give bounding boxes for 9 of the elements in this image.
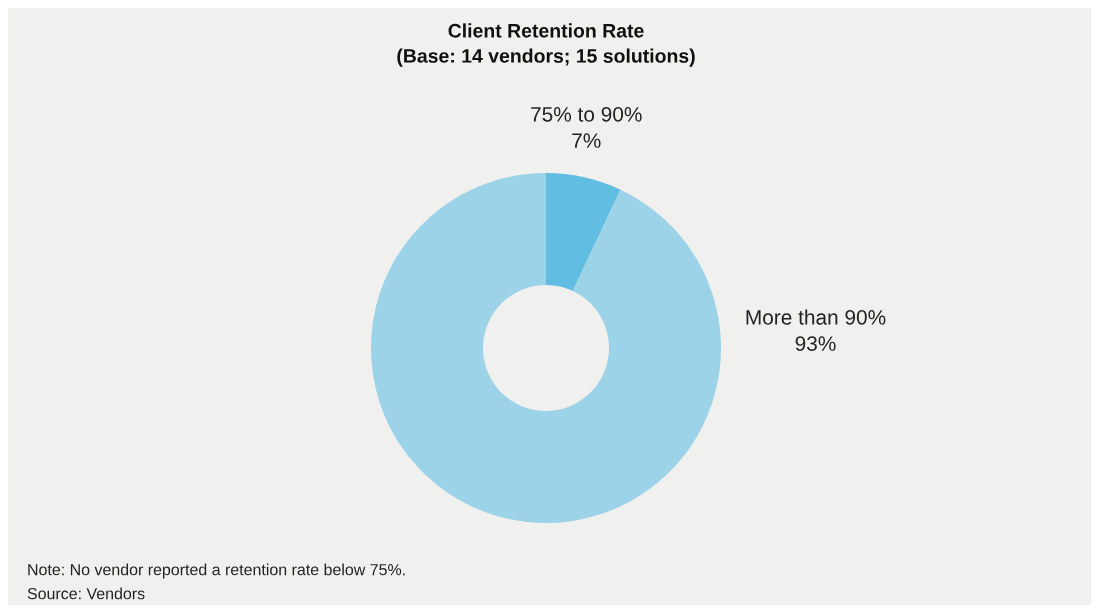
slice-label: More than 90% (746, 309, 886, 325)
text: Note: No vendor reported a retention rate below 75%. (28, 563, 405, 579)
donut-slice (371, 173, 721, 523)
source-note: Source: Vendors (27, 587, 145, 600)
data-label: 7% (572, 133, 601, 148)
slice-label: 75% to 90% (531, 106, 642, 122)
chart-title: Client Retention Rate (Base: 14 vendors; 15 solutions) (397, 23, 695, 67)
donut-slice (546, 173, 621, 291)
data-label: 93% (795, 336, 836, 351)
